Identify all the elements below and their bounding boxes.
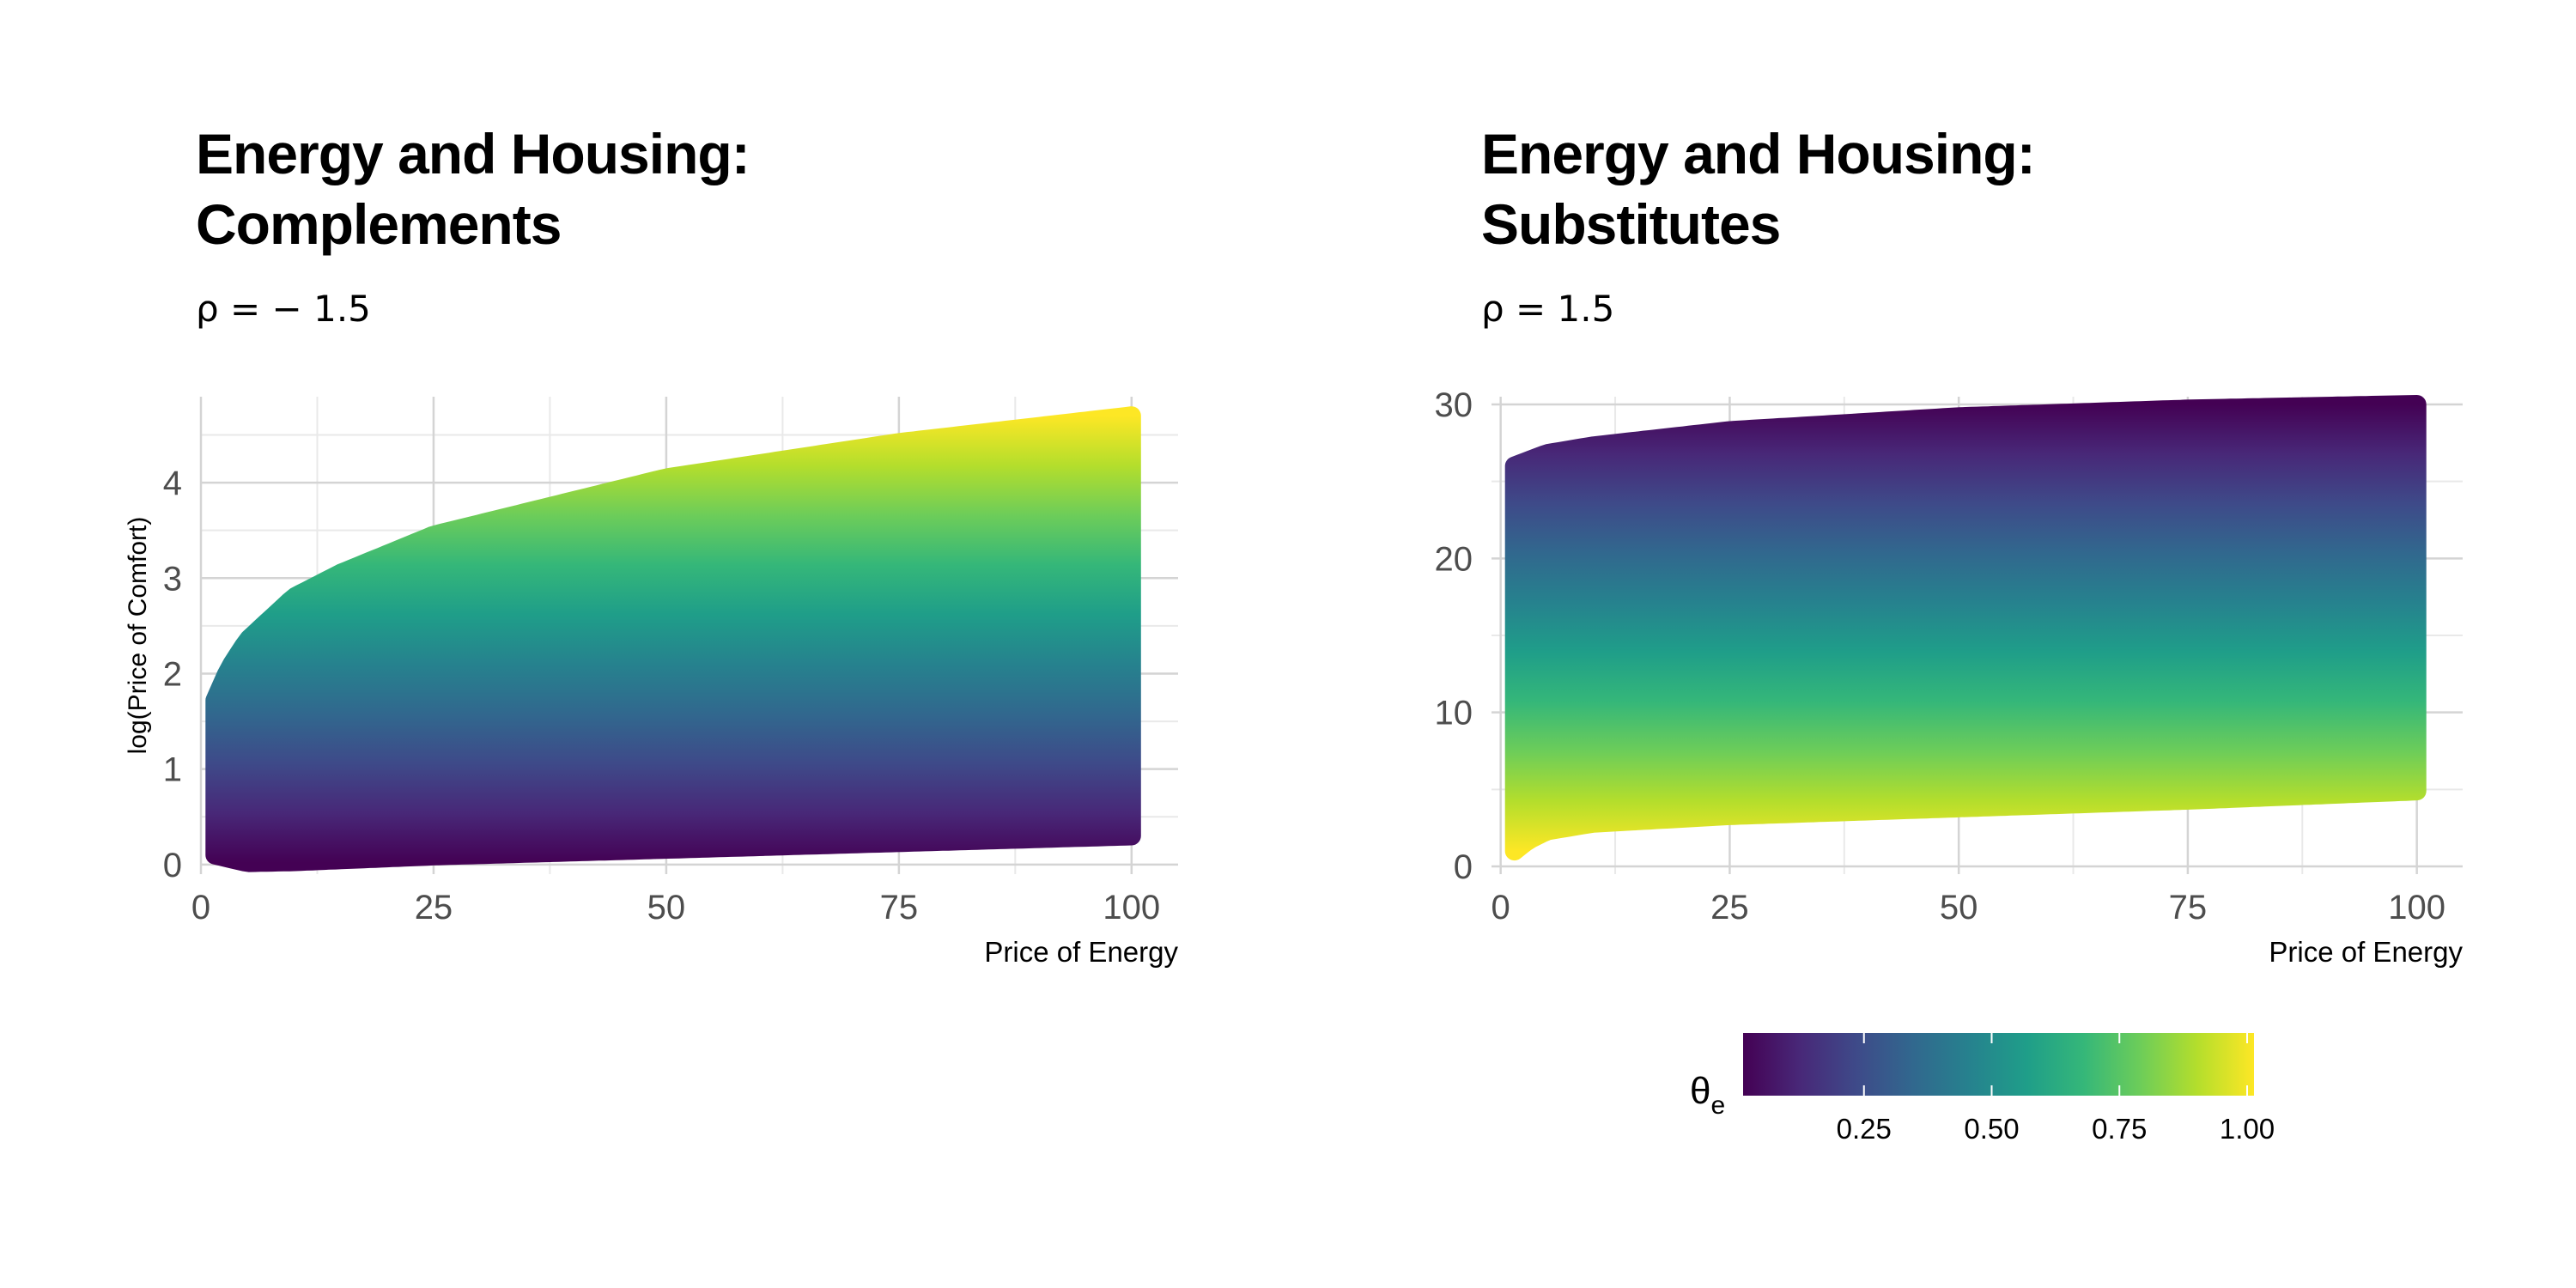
chart-1-subtitle: ρ = − 1.5 [196,288,371,330]
x-tick-label: 50 [1940,889,1978,927]
y-tick-label: 30 [1435,386,1473,424]
y-tick-label: 3 [163,560,182,598]
x-axis-label: Price of Energy [2269,936,2463,968]
y-tick-label: 10 [1435,695,1473,732]
chart-2-panel: 0 25 50 75 100 0 10 20 30 Price of Energy [1435,386,2464,968]
chart-2-title: Energy and Housing: Substitutes [1481,122,2036,256]
x-tick-label: 0 [1492,889,1510,927]
x-tick-label: 50 [647,889,686,927]
legend-title: θe [1690,1070,1725,1120]
y-tick-label: 0 [1454,848,1473,886]
color-legend: 0.25 0.50 0.75 1.00 θe [1690,1033,2275,1145]
chart-1-panel: 0 25 50 75 100 0 1 2 3 4 Price of Energy log(Price … [124,397,1178,968]
legend-tick-label: 0.50 [1964,1113,2019,1145]
data-region [1504,395,2427,861]
y-axis-label: log(Price of Comfort) [124,517,152,755]
x-tick-label: 0 [191,889,210,927]
y-tick-label: 0 [163,847,182,884]
x-tick-label: 25 [1710,889,1749,927]
legend-tick-label: 0.25 [1837,1113,1892,1145]
legend-colorbar [1743,1033,2254,1096]
legend-tick-label: 0.75 [2092,1113,2147,1145]
y-tick-label: 1 [163,751,182,789]
y-tick-label: 20 [1435,540,1473,578]
x-tick-label: 75 [2169,889,2208,927]
x-tick-label: 100 [2388,889,2445,927]
y-tick-label: 2 [163,655,182,693]
legend-tick-label: 1.00 [2220,1113,2275,1145]
chart-2-subtitle: ρ = 1.5 [1481,288,1615,330]
x-tick-label: 100 [1103,889,1160,927]
x-tick-label: 75 [880,889,919,927]
x-axis-label: Price of Energy [984,936,1178,968]
x-tick-label: 25 [415,889,453,927]
chart-1-title: Energy and Housing: Complements [196,122,750,256]
data-region [205,406,1141,872]
y-tick-label: 4 [163,465,182,502]
